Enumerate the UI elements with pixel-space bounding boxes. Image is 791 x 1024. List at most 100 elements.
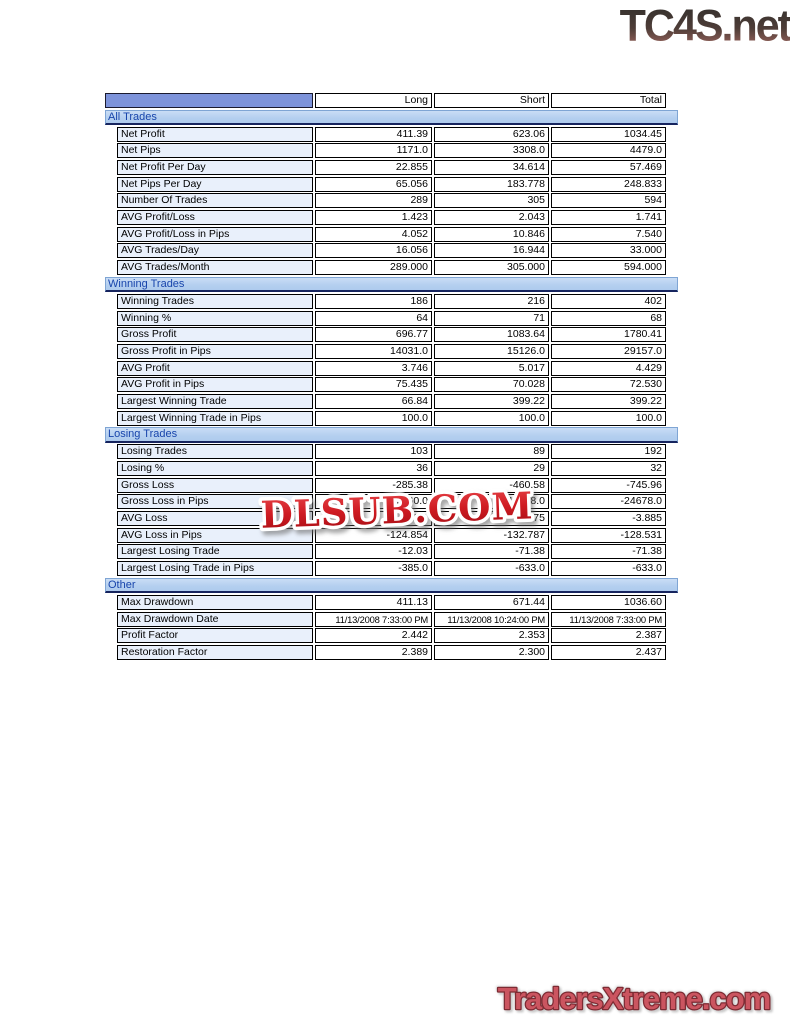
row-label-wrap: AVG Profit/Loss [105, 210, 313, 226]
value-cell-total: 1.741 [551, 210, 666, 226]
row-label: AVG Loss [117, 511, 313, 527]
table-row: Losing Trades 103 89 192 [105, 444, 666, 460]
value-cell-long: 103 [315, 444, 432, 460]
row-label-wrap: Restoration Factor [105, 644, 313, 660]
value-cell-total: 594 [551, 193, 666, 209]
table-row: Max Drawdown 411.13 671.44 1036.60 [105, 594, 666, 610]
value-cell-long: 1171.0 [315, 143, 432, 159]
table-row: Largest Losing Trade in Pips -385.0 -633.0… [105, 561, 666, 577]
row-label-wrap: Net Pips [105, 143, 313, 159]
row-label-wrap: Losing Trades [105, 444, 313, 460]
row-label-wrap: Largest Winning Trade in Pips [105, 410, 313, 426]
bottom-logo-text: TradersXtreme.com [498, 981, 770, 1016]
row-label-wrap: Number Of Trades [105, 193, 313, 209]
value-cell-short: 71 [434, 310, 549, 326]
value-cell-long: -2.771 [315, 511, 432, 527]
value-cell-total: 33.000 [551, 243, 666, 259]
value-cell-long: 16.056 [315, 243, 432, 259]
table-row: AVG Trades/Month 289.000 305.000 594.000 [105, 260, 666, 276]
row-label: AVG Loss in Pips [117, 527, 313, 543]
table-row: AVG Profit/Loss 1.423 2.043 1.741 [105, 210, 666, 226]
value-cell-total: 11/13/2008 7:33:00 PM [551, 611, 666, 627]
col-header-long: Long [315, 93, 432, 108]
row-label: Net Pips [117, 143, 313, 159]
section-header-winning-trades: Winning Trades [105, 276, 678, 293]
row-label: AVG Trades/Day [117, 243, 313, 259]
value-cell-long: 4.052 [315, 226, 432, 242]
value-cell-long: 696.77 [315, 327, 432, 343]
value-cell-long: 289 [315, 193, 432, 209]
value-cell-short: 305 [434, 193, 549, 209]
row-label-wrap: AVG Profit [105, 360, 313, 376]
col-header-short: Short [434, 93, 549, 108]
value-cell-short: 216 [434, 293, 549, 309]
value-cell-short: -5.175 [434, 511, 549, 527]
value-cell-long: 3.746 [315, 360, 432, 376]
row-label: Gross Profit [117, 327, 313, 343]
row-label-wrap: Gross Profit in Pips [105, 343, 313, 359]
value-cell-short: 11/13/2008 10:24:00 PM [434, 611, 549, 627]
value-cell-long: 66.84 [315, 393, 432, 409]
value-cell-total: 1780.41 [551, 327, 666, 343]
value-cell-long: 289.000 [315, 260, 432, 276]
value-cell-total: -3.885 [551, 511, 666, 527]
value-cell-short: 399.22 [434, 393, 549, 409]
table-row: Profit Factor 2.442 2.353 2.387 [105, 628, 666, 644]
value-cell-total: 68 [551, 310, 666, 326]
value-cell-long: 2.442 [315, 628, 432, 644]
table-row: AVG Profit in Pips 75.435 70.028 72.530 [105, 377, 666, 393]
value-cell-short: 34.614 [434, 160, 549, 176]
trade-stats-table: Long Short Total All Trades Net Profit 411… [105, 93, 678, 662]
row-label: Net Profit Per Day [117, 160, 313, 176]
table-row: Number Of Trades 289 305 594 [105, 193, 666, 209]
tradersxtreme-logo: TradersXtreme.com [497, 980, 773, 1018]
table-row: Net Profit Per Day 22.855 34.614 57.469 [105, 160, 666, 176]
value-cell-total: 2.437 [551, 644, 666, 660]
table-row: AVG Loss -2.771 -5.175 -3.885 [105, 511, 666, 527]
table-row: Max Drawdown Date 11/13/2008 7:33:00 PM 11… [105, 611, 666, 627]
value-cell-long: 11/13/2008 7:33:00 PM [315, 611, 432, 627]
value-cell-total: 248.833 [551, 176, 666, 192]
row-label-wrap: Profit Factor [105, 628, 313, 644]
col-header-total: Total [551, 93, 666, 108]
section-header-losing-trades: Losing Trades [105, 427, 678, 443]
value-cell-short: 1083.64 [434, 327, 549, 343]
row-label-wrap: Net Profit [105, 126, 313, 142]
value-cell-short: 100.0 [434, 410, 549, 426]
table-row: Winning Trades 186 216 402 [105, 293, 666, 309]
row-label: AVG Profit in Pips [117, 377, 313, 393]
value-cell-short: 2.353 [434, 628, 549, 644]
value-cell-total: 72.530 [551, 377, 666, 393]
value-cell-total: 594.000 [551, 260, 666, 276]
value-cell-short: -132.787 [434, 527, 549, 543]
value-cell-total: -633.0 [551, 561, 666, 577]
table-row: AVG Trades/Day 16.056 16.944 33.000 [105, 243, 666, 259]
row-label: Number Of Trades [117, 193, 313, 209]
value-cell-short: 183.778 [434, 176, 549, 192]
corner-cell [105, 93, 313, 108]
table-row: Losing % 36 29 32 [105, 461, 666, 477]
value-cell-long: -124.854 [315, 527, 432, 543]
value-cell-short: -71.38 [434, 544, 549, 560]
row-label: Winning % [117, 310, 313, 326]
value-cell-total: 4479.0 [551, 143, 666, 159]
table-row: Gross Profit in Pips 14031.0 15126.0 29157.… [105, 343, 666, 359]
row-label-wrap: Gross Loss in Pips [105, 494, 313, 510]
table-row: Net Pips Per Day 65.056 183.778 248.833 [105, 176, 666, 192]
table-header-row: Long Short Total [105, 93, 666, 108]
value-cell-long: 75.435 [315, 377, 432, 393]
value-cell-long: 100.0 [315, 410, 432, 426]
value-cell-short: -11818.0 [434, 494, 549, 510]
table-body: All Trades Net Profit 411.39 623.06 1034.45 N… [105, 109, 678, 660]
row-label: Winning Trades [117, 293, 313, 309]
value-cell-short: 29 [434, 461, 549, 477]
table-row: AVG Profit/Loss in Pips 4.052 10.846 7.540 [105, 226, 666, 242]
row-label: AVG Trades/Month [117, 260, 313, 276]
row-label: Gross Profit in Pips [117, 343, 313, 359]
table-row: Winning % 64 71 68 [105, 310, 666, 326]
table-row: Largest Winning Trade 66.84 399.22 399.22 [105, 393, 666, 409]
row-label-wrap: Losing % [105, 461, 313, 477]
value-cell-long: 22.855 [315, 160, 432, 176]
row-label: Net Profit [117, 126, 313, 142]
value-cell-total: 399.22 [551, 393, 666, 409]
